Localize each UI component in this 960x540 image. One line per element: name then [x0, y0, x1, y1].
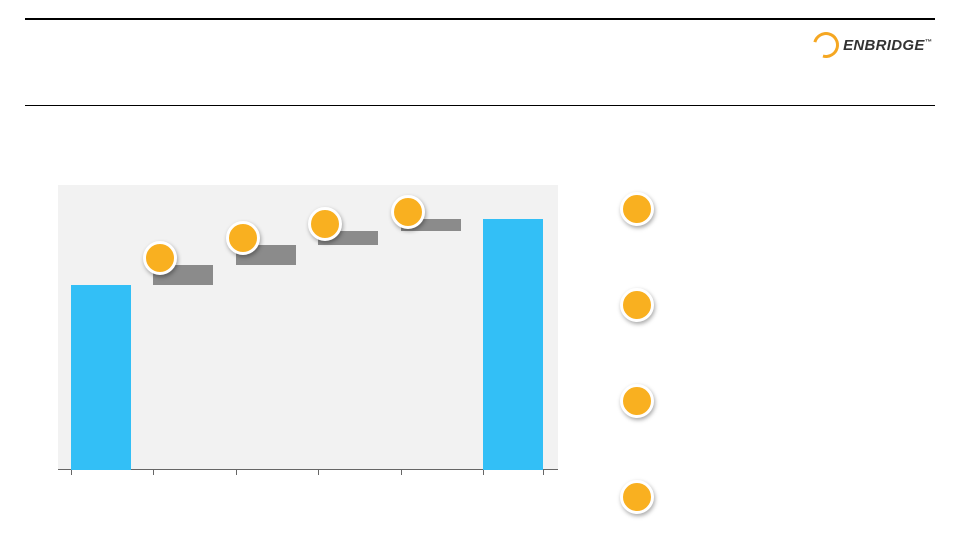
brand-swirl-icon [808, 27, 844, 63]
chart-tick [71, 470, 72, 475]
waterfall-end-bar [483, 219, 543, 470]
step-bullet-icon [391, 195, 425, 229]
list-bullet-icon [620, 192, 654, 226]
chart-tick [401, 470, 402, 475]
chart-tick [236, 470, 237, 475]
waterfall-chart [58, 185, 558, 470]
slide-rule-subtop [25, 105, 935, 106]
chart-tick [318, 470, 319, 475]
brand-wordmark: ENBRIDGE™ [843, 37, 932, 54]
brand-logo: ENBRIDGE™ [813, 32, 932, 58]
slide-rule-top [25, 18, 935, 20]
step-bullet-icon [226, 221, 260, 255]
list-bullet-icon [620, 288, 654, 322]
bullet-list [620, 192, 654, 540]
chart-tick [153, 470, 154, 475]
chart-tick [543, 470, 544, 475]
step-bullet-icon [308, 207, 342, 241]
list-bullet-icon [620, 480, 654, 514]
waterfall-start-bar [71, 285, 131, 470]
slide: ENBRIDGE™ [0, 0, 960, 540]
chart-tick [483, 470, 484, 475]
step-bullet-icon [143, 241, 177, 275]
list-bullet-icon [620, 384, 654, 418]
